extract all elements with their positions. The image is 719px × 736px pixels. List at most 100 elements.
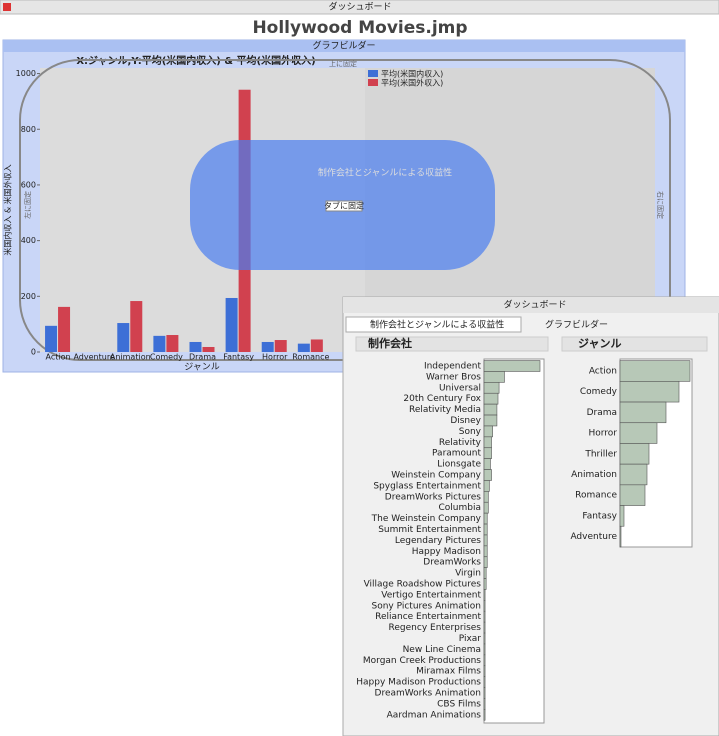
- bar: [153, 335, 166, 352]
- row-label: New Line Cinema: [403, 645, 481, 655]
- row-label: Disney: [450, 416, 481, 426]
- y-tick-label: 0: [31, 348, 36, 357]
- bar: [483, 545, 488, 558]
- dock-tab[interactable]: タブに固定: [324, 201, 364, 211]
- x-tick-label: Romance: [292, 353, 329, 362]
- title-bar: [0, 0, 719, 15]
- bar: [166, 335, 179, 352]
- bar: [483, 403, 498, 416]
- bar: [483, 501, 489, 514]
- panel-title: 制作会社: [368, 336, 412, 350]
- row-label: DreamWorks Pictures: [385, 492, 482, 502]
- bar: [483, 360, 541, 372]
- tab-label[interactable]: グラフビルダー: [545, 319, 608, 331]
- bar: [483, 698, 486, 710]
- tab-dock-box[interactable]: [325, 200, 363, 212]
- legend-swatch: [368, 70, 378, 77]
- row-label: Animation: [571, 470, 617, 480]
- bar: [45, 325, 58, 352]
- bar: [483, 632, 486, 645]
- row-label: Comedy: [580, 387, 618, 397]
- row-label: Regency Enterprises: [389, 623, 482, 633]
- row-label: DreamWorks: [423, 558, 481, 568]
- row-label: Spyglass Entertainment: [373, 481, 481, 491]
- overlay-title: 制作会社とジャンルによる収益性: [318, 167, 452, 179]
- y-tick-label: 200: [21, 292, 36, 301]
- bar: [483, 621, 486, 634]
- legend-swatch: [368, 79, 378, 86]
- doc-title: Hollywood Movies.jmp: [252, 18, 467, 38]
- row-label: Weinstein Company: [391, 471, 481, 481]
- bar: [619, 401, 667, 424]
- bar: [483, 654, 486, 667]
- row-label: Happy Madison: [412, 547, 481, 557]
- bar: [483, 371, 505, 383]
- bar: [619, 505, 625, 527]
- row-label: Relativity: [439, 438, 482, 448]
- row-label: Reliance Entertainment: [375, 612, 481, 622]
- row-label: Lionsgate: [437, 460, 481, 470]
- row-label: Virgin: [455, 569, 481, 579]
- bar: [483, 425, 493, 438]
- row-label: Paramount: [432, 449, 481, 459]
- row-label: Adventure: [570, 532, 617, 542]
- bar: [619, 360, 691, 382]
- bar: [261, 341, 274, 352]
- row-label: Legendary Pictures: [395, 536, 481, 546]
- y-tick-label: 800: [21, 125, 36, 134]
- window-title: ダッシュボード: [328, 1, 391, 13]
- row-label: Vertigo Entertainment: [381, 590, 481, 600]
- row-label: Sony Pictures Animation: [372, 601, 482, 611]
- tab-label[interactable]: 制作会社とジャンルによる収益性: [370, 319, 504, 331]
- panel-header: [355, 336, 549, 352]
- bar: [297, 343, 310, 352]
- row-label: Pixar: [459, 634, 482, 644]
- x-tick-label: Horror: [262, 353, 288, 362]
- popup-title-bar: [343, 297, 719, 313]
- row-label: Thriller: [584, 449, 617, 459]
- row-label: Village Roadshow Pictures: [364, 580, 482, 590]
- row-label: Miramax Films: [416, 667, 481, 677]
- bar: [483, 523, 488, 536]
- bar: [483, 458, 491, 470]
- bar: [483, 709, 486, 721]
- row-label: Summit Entertainment: [378, 525, 481, 535]
- x-tick-label: Drama: [189, 353, 216, 362]
- row-label: The Weinstein Company: [371, 514, 482, 524]
- row-label: Aardman Animations: [387, 710, 482, 720]
- bar: [130, 301, 143, 352]
- bar: [619, 381, 680, 403]
- bar: [483, 589, 486, 601]
- bar: [483, 392, 499, 405]
- dock-top[interactable]: 上に固定: [329, 59, 357, 68]
- bar: [117, 323, 130, 352]
- graph-header: [3, 40, 685, 52]
- bar: [483, 436, 492, 449]
- bar: [483, 447, 492, 459]
- row-label: Action: [589, 367, 617, 377]
- bar: [274, 340, 287, 352]
- row-label: Independent: [424, 362, 482, 372]
- bar: [483, 480, 490, 492]
- row-label: Sony: [459, 427, 482, 437]
- row-label: 20th Century Fox: [403, 394, 481, 404]
- bar: [483, 665, 486, 677]
- popup-title: ダッシュボード: [503, 299, 566, 311]
- dock-right[interactable]: 右に固定: [656, 191, 665, 219]
- bar: [310, 339, 323, 352]
- x-tick-label: Comedy: [150, 353, 183, 362]
- menu-button[interactable]: [3, 3, 11, 11]
- row-label: Universal: [439, 383, 481, 393]
- dock-left[interactable]: 左に固定: [23, 191, 32, 219]
- row-label: Horror: [588, 429, 617, 439]
- y-tick-label: 1000: [16, 69, 36, 78]
- tab-active[interactable]: [345, 316, 522, 333]
- bar: [483, 643, 486, 656]
- bar: [483, 414, 498, 427]
- bar: [483, 578, 487, 590]
- y-label: 米国内収入 & 米国外収入: [3, 164, 13, 255]
- bar: [483, 491, 489, 503]
- row-label: Romance: [575, 491, 617, 501]
- bar: [483, 600, 486, 612]
